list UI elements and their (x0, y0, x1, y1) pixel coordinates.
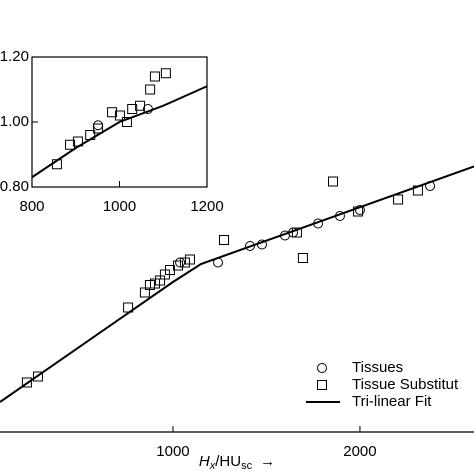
substitute-point (21, 377, 32, 388)
y-tick-label: 1.20 (0, 48, 29, 65)
legend-label: Tri-linear Fit (352, 393, 432, 410)
substitute-point (127, 104, 138, 114)
substitute-point (93, 123, 104, 134)
fit-line (31, 85, 208, 179)
x-label-main: H (199, 453, 210, 470)
substitute-point (291, 227, 302, 238)
substitute-point (32, 371, 43, 382)
x-tick-label: 1000 (103, 198, 136, 215)
substitute-point (160, 68, 171, 79)
substitute-point (328, 176, 339, 187)
legend-label: Tissue Substitut (352, 376, 459, 393)
substitute-point (219, 235, 230, 245)
substitute-point (149, 71, 160, 82)
substitute-point (139, 287, 150, 298)
x-label-arrow: → (260, 453, 275, 470)
y-tick-label: 0.80 (0, 178, 29, 195)
substitute-point (184, 254, 195, 265)
substitute-point (65, 139, 76, 150)
x-tick-label: 1000 (156, 443, 189, 460)
fit-line (0, 165, 474, 403)
x-axis-label: Hx/HUsc → (199, 453, 275, 472)
legend-marker (317, 380, 327, 390)
substitute-point (297, 253, 308, 263)
substitute-point (179, 257, 190, 268)
x-label-rest: /HU (215, 453, 241, 470)
substitute-point (173, 260, 184, 271)
substitute-point (114, 110, 125, 121)
substitute-point (145, 84, 156, 95)
tissue-point (93, 120, 104, 131)
tissue-point (244, 241, 255, 251)
substitute-point (107, 107, 118, 118)
substitute-point (393, 194, 404, 205)
x-tick-label: 800 (19, 198, 44, 215)
substitute-point (144, 280, 155, 290)
x-tick-label: 2000 (343, 443, 376, 460)
x-label-sub2: sc (241, 460, 253, 472)
tissue-point (354, 205, 365, 215)
y-tick-label: 1.00 (0, 113, 29, 130)
substitute-point (121, 117, 132, 127)
x-label-sub: x (209, 460, 216, 472)
legend-marker (317, 363, 327, 373)
x-tick-label: 1200 (190, 198, 223, 215)
legend-label: Tissues (352, 359, 403, 376)
substitute-point (150, 278, 161, 289)
